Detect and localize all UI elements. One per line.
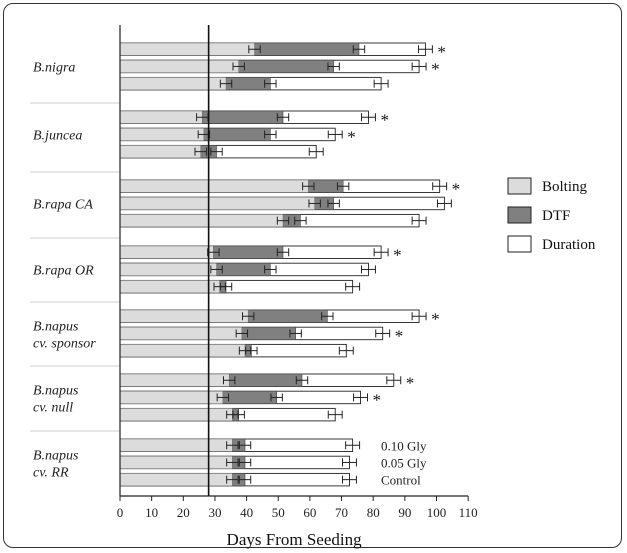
significance-star: *	[431, 309, 440, 328]
bolting-bar	[119, 145, 201, 159]
significance-star: *	[437, 42, 446, 61]
bolting-bar	[119, 127, 205, 141]
bolting-bar	[119, 110, 203, 124]
x-tick-label: 80	[367, 505, 380, 520]
legend-swatch	[507, 206, 532, 224]
legend-label: Bolting	[542, 179, 588, 195]
significance-star: *	[452, 179, 461, 198]
significance-star: *	[395, 326, 404, 345]
bolting-bar	[119, 77, 227, 91]
treatment-label: Control	[381, 473, 421, 488]
group-label: B.napus	[33, 319, 79, 334]
significance-star: *	[380, 110, 389, 129]
bolting-bar	[119, 408, 233, 422]
significance-star: *	[373, 390, 382, 409]
bolting-bar	[119, 245, 214, 259]
group-label: B.rapa CA	[33, 197, 93, 212]
significance-star: *	[406, 373, 415, 392]
x-tick-label: 100	[427, 505, 447, 520]
group-label: B.rapa OR	[33, 263, 94, 278]
bolting-bar	[119, 59, 239, 73]
legend-label: DTF	[542, 208, 570, 224]
bolting-bar	[119, 280, 220, 294]
legend-label: Duration	[542, 237, 596, 253]
group-label: cv. RR	[33, 465, 69, 480]
bolting-bar	[119, 455, 233, 469]
x-tick-label: 50	[272, 505, 285, 520]
bolting-bar	[119, 179, 309, 193]
legend-swatch	[507, 235, 532, 253]
bolting-bar	[119, 262, 217, 276]
group-label: B.nigra	[33, 60, 75, 75]
bolting-bar	[119, 326, 243, 340]
x-tick-label: 40	[240, 505, 253, 520]
group-label: cv. null	[33, 400, 73, 415]
treatment-label: 0.10 Gly	[381, 438, 427, 453]
x-axis-label: Days From Seeding	[227, 530, 363, 549]
figure-frame	[3, 3, 622, 548]
legend-swatch	[507, 177, 532, 195]
bolting-bar	[119, 344, 246, 358]
bolting-bar	[119, 473, 233, 487]
x-tick-label: 60	[303, 505, 316, 520]
x-tick-label: 110	[459, 505, 478, 520]
bolting-bar	[119, 373, 230, 387]
bolting-bar	[119, 309, 249, 323]
significance-star: *	[347, 127, 356, 146]
x-tick-label: 90	[398, 505, 411, 520]
group-label: B.juncea	[33, 128, 82, 143]
bolting-bar	[119, 196, 315, 210]
x-tick-label: 10	[145, 505, 158, 520]
group-label: cv. sponsor	[33, 336, 96, 351]
group-label: B.napus	[33, 383, 79, 398]
significance-star: *	[431, 59, 440, 78]
treatment-label: 0.05 Gly	[381, 455, 427, 470]
group-label: B.napus	[33, 448, 79, 463]
bolting-bar	[119, 390, 224, 404]
bolting-bar	[119, 42, 255, 56]
x-tick-label: 70	[335, 505, 348, 520]
x-tick-label: 0	[117, 505, 124, 520]
x-tick-label: 20	[177, 505, 190, 520]
bolting-bar	[119, 214, 284, 228]
x-tick-label: 30	[208, 505, 221, 520]
significance-star: *	[393, 245, 402, 264]
bolting-bar	[119, 438, 233, 452]
